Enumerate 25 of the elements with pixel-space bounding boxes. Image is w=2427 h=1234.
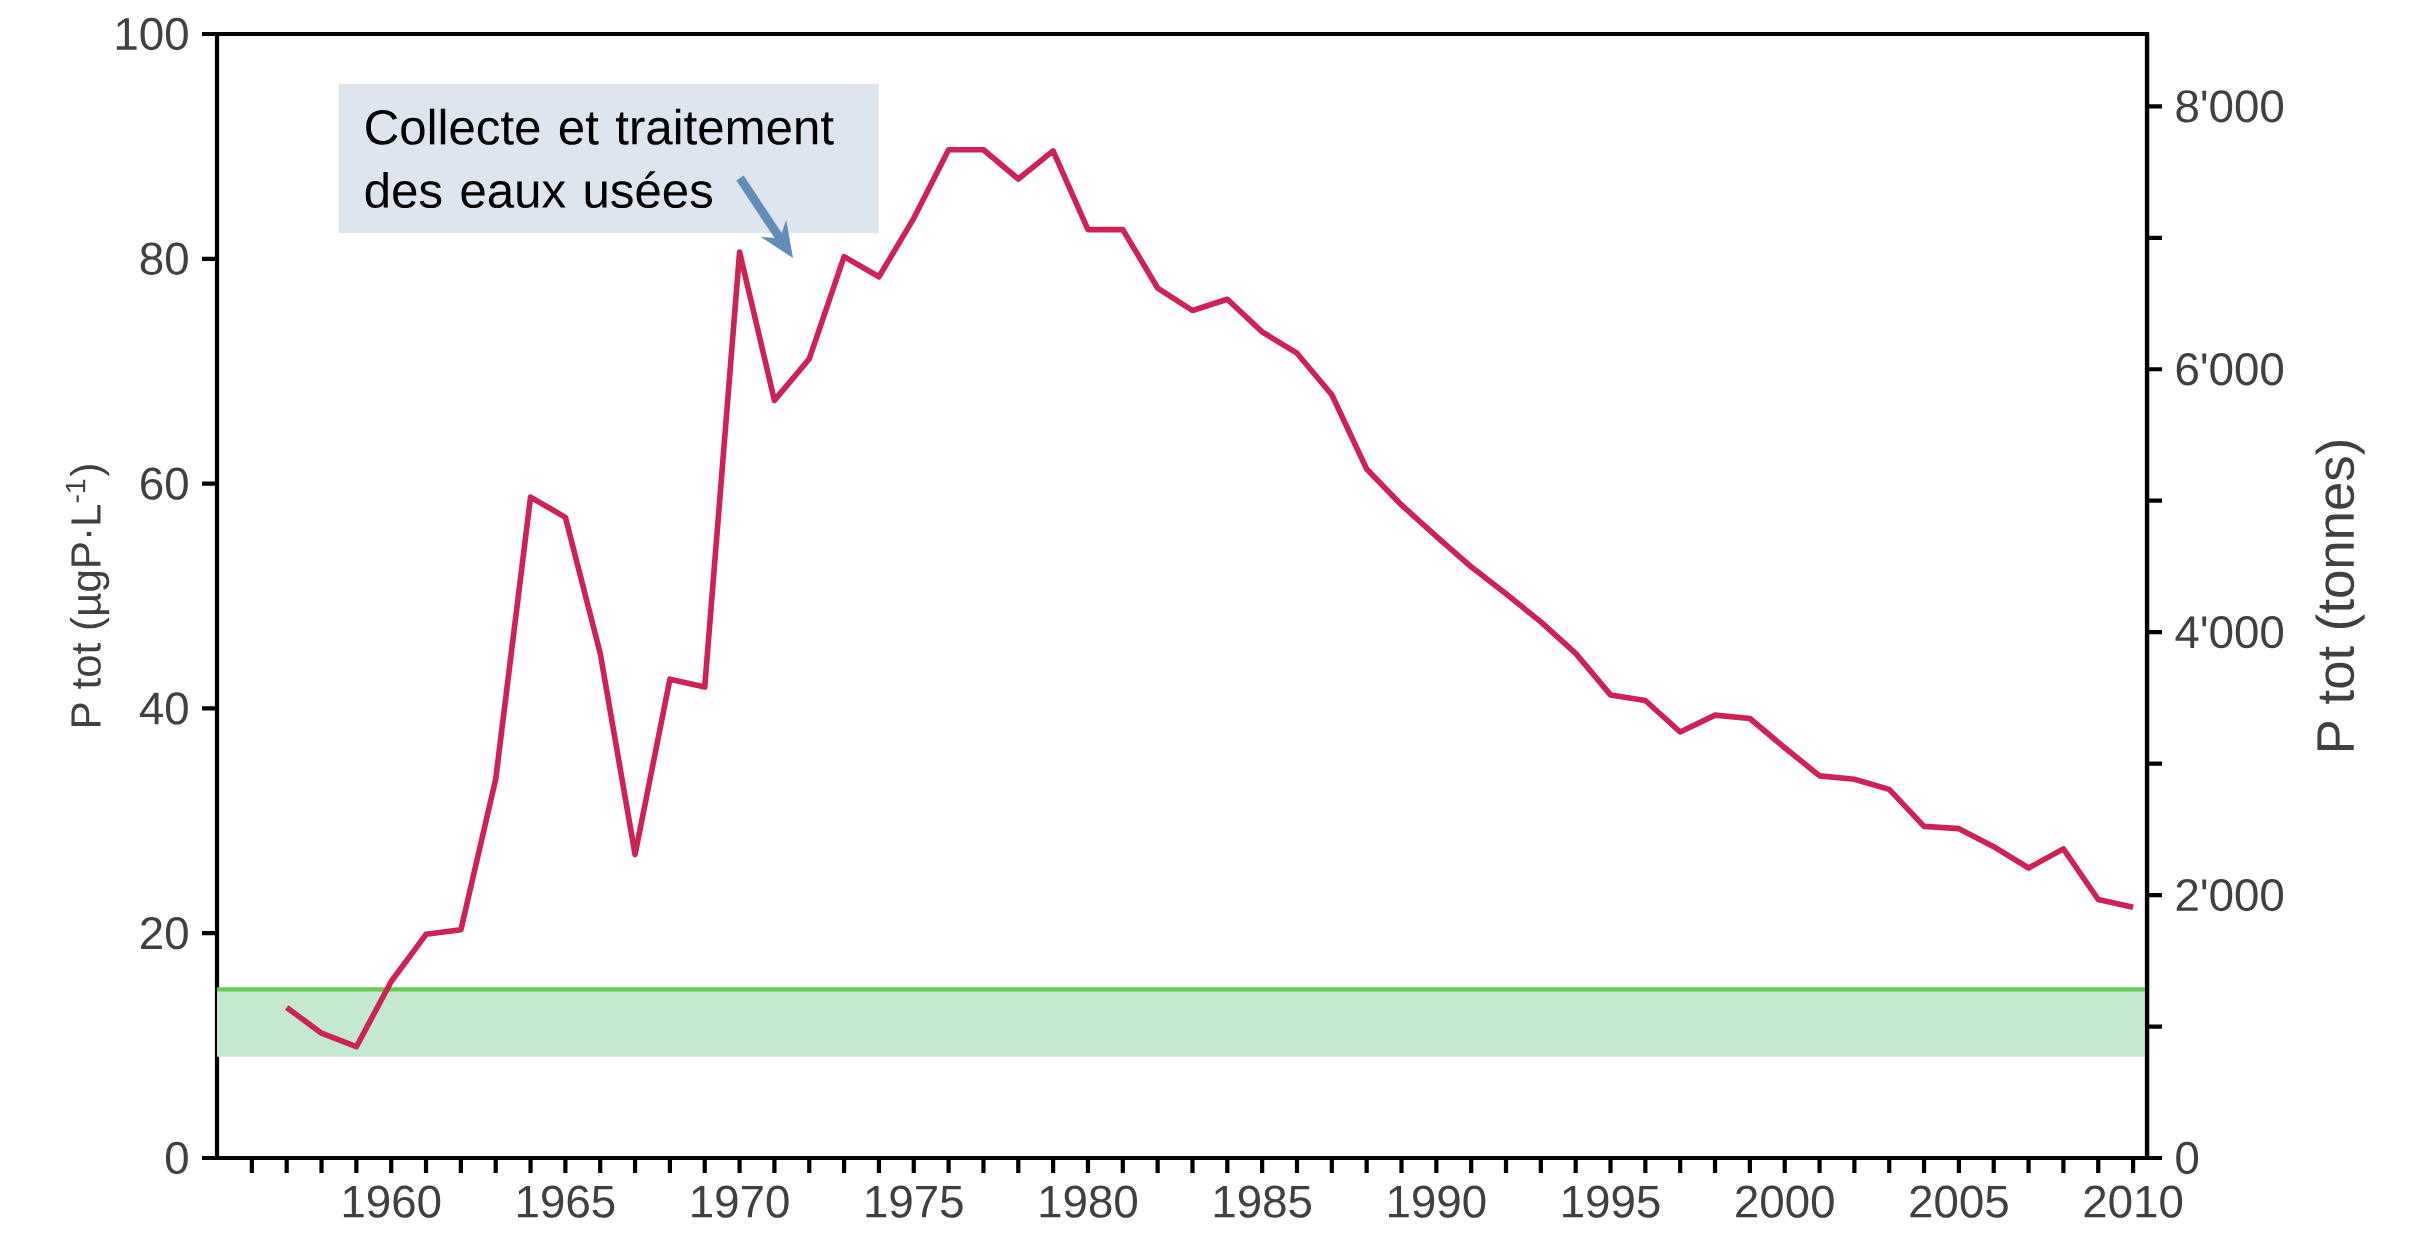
y-tick-label: 0 (165, 1141, 188, 1175)
x-tick-label: 1995 (1563, 1185, 1660, 1218)
y2-tick-label: 8'000 (2176, 90, 2284, 123)
y-tick-label: 80 (140, 242, 188, 275)
y2-tick-label: 4'000 (2175, 615, 2284, 649)
y2-tick-label: 2'000 (2176, 878, 2284, 912)
y-tick-label: 60 (141, 467, 188, 500)
x-tick-label: 1985 (1214, 1185, 1312, 1218)
y-axis-title: P tot (µgP·L$^{-1}$) (65, 465, 110, 726)
x-tick-label: 1960 (343, 1185, 441, 1218)
y-tick-label: 100 (116, 17, 188, 51)
x-tick-label: 2005 (1910, 1185, 2008, 1218)
y-tick-label: 40 (139, 692, 188, 725)
y2-tick-label: 0 (2176, 1141, 2199, 1175)
y2-axis-title: P tot (tonnes) (2315, 441, 2365, 750)
y-tick-label: 20 (141, 917, 188, 950)
x-tick-label: 2010 (2084, 1185, 2183, 1218)
x-tick-label: 1965 (518, 1185, 615, 1218)
y2-tick-label: 6'000 (2176, 353, 2284, 386)
x-tick-label: 1975 (866, 1185, 963, 1218)
x-tick-label: 1980 (1040, 1185, 1137, 1218)
x-tick-label: 1970 (692, 1185, 789, 1218)
annotation: Collecte et traitement des eaux usées (365, 108, 834, 209)
x-tick-label: 1990 (1388, 1185, 1486, 1218)
x-tick-label: 2000 (1736, 1185, 1834, 1218)
